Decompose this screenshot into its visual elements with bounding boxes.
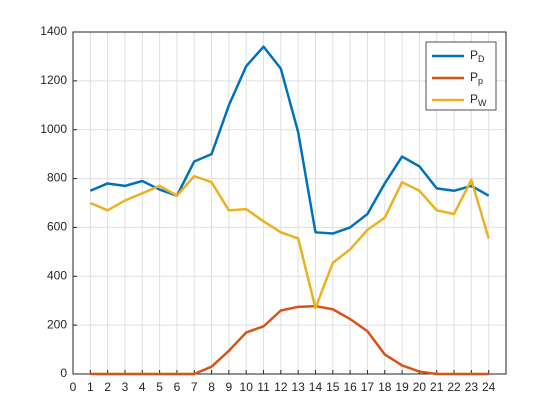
- x-tick-label: 21: [430, 380, 444, 394]
- x-tick-label: 18: [378, 380, 392, 394]
- x-tick-label: 15: [326, 380, 340, 394]
- x-tick-label: 8: [208, 380, 215, 394]
- x-tick-label: 14: [309, 380, 323, 394]
- y-tick-label: 600: [47, 220, 67, 234]
- data-line: [89, 174, 490, 310]
- y-tick-label: 400: [47, 268, 67, 282]
- legend-box: [425, 41, 497, 111]
- legend-label: PW: [470, 92, 487, 108]
- x-tick-label: 17: [361, 380, 375, 394]
- x-tick-label: 3: [122, 380, 129, 394]
- x-tick-label: 6: [174, 380, 181, 394]
- x-tick-label: 1: [87, 380, 94, 394]
- x-tick-label: 22: [447, 380, 461, 394]
- x-tick-label: 2: [104, 380, 111, 394]
- y-tick-label: 1200: [40, 73, 67, 87]
- y-tick-label: 1000: [40, 122, 67, 136]
- x-tick-label: 13: [291, 380, 305, 394]
- data-line: [90, 304, 489, 376]
- x-tick-label: 20: [413, 380, 427, 394]
- x-tick-label: 5: [156, 380, 163, 394]
- y-tick-label: 1400: [40, 24, 67, 38]
- x-tick-label: 4: [139, 380, 146, 394]
- x-tick-label: 0: [70, 380, 77, 394]
- x-tick-label: 7: [191, 380, 198, 394]
- x-tick-label: 10: [240, 380, 254, 394]
- x-tick-label: 23: [465, 380, 479, 394]
- x-tick-label: 19: [395, 380, 409, 394]
- y-tick-label: 0: [60, 366, 67, 380]
- axes-box: [72, 31, 507, 375]
- x-tick-label: 11: [257, 380, 270, 394]
- y-tick-label: 200: [47, 317, 67, 331]
- y-tick-label: 800: [47, 171, 67, 185]
- x-tick-label: 12: [274, 380, 288, 394]
- legend-label: PD: [470, 48, 485, 64]
- x-tick-label: 16: [343, 380, 357, 394]
- x-tick-label: 24: [482, 380, 496, 394]
- x-tick-label: 9: [226, 380, 233, 394]
- legend-label: Pp: [470, 70, 483, 86]
